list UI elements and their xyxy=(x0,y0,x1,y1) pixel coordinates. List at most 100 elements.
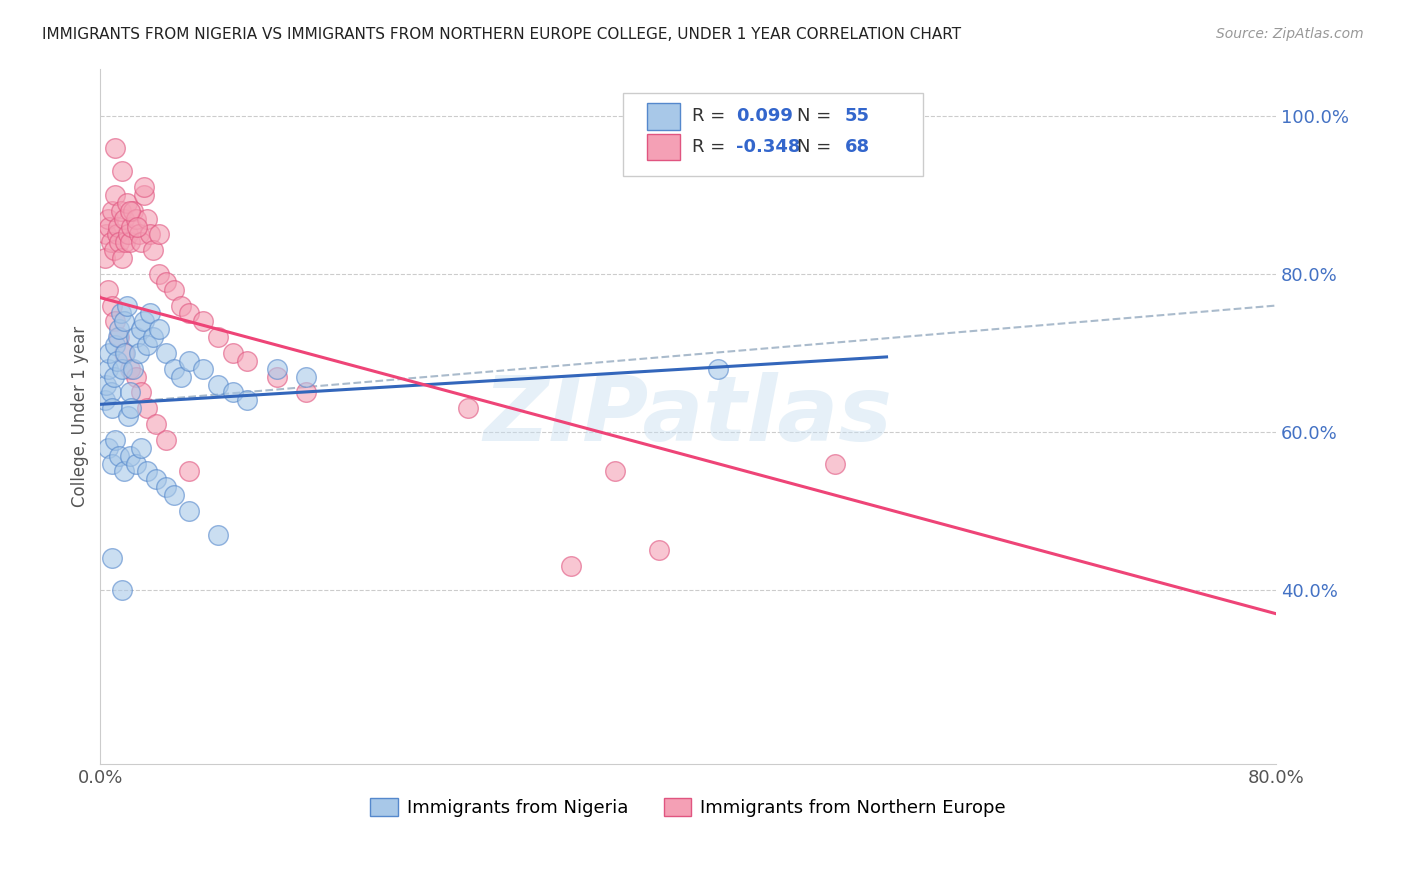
Point xyxy=(145,472,167,486)
Point xyxy=(207,377,229,392)
Point xyxy=(560,559,582,574)
Text: R =: R = xyxy=(692,138,731,156)
Point xyxy=(136,465,159,479)
Point xyxy=(108,330,131,344)
Point xyxy=(163,361,186,376)
Point xyxy=(706,361,728,376)
Text: IMMIGRANTS FROM NIGERIA VS IMMIGRANTS FROM NORTHERN EUROPE COLLEGE, UNDER 1 YEAR: IMMIGRANTS FROM NIGERIA VS IMMIGRANTS FR… xyxy=(42,27,962,42)
Point xyxy=(457,401,479,416)
Point xyxy=(94,251,117,265)
Point xyxy=(163,283,186,297)
Point xyxy=(101,457,124,471)
Point xyxy=(114,346,136,360)
Point xyxy=(295,385,318,400)
Point xyxy=(117,409,139,424)
Point xyxy=(111,251,134,265)
Text: 55: 55 xyxy=(845,108,869,126)
Point xyxy=(221,385,243,400)
Point xyxy=(118,449,141,463)
Point xyxy=(145,417,167,431)
Point xyxy=(104,188,127,202)
Point xyxy=(131,322,153,336)
Point xyxy=(118,203,141,218)
Point xyxy=(139,227,162,242)
Point xyxy=(207,330,229,344)
Point xyxy=(97,361,120,376)
Point xyxy=(155,433,177,447)
Point xyxy=(177,306,200,320)
Point xyxy=(221,346,243,360)
Point xyxy=(155,480,177,494)
Point xyxy=(163,488,186,502)
Point xyxy=(108,449,131,463)
Point xyxy=(104,338,127,352)
Text: -0.348: -0.348 xyxy=(737,138,801,156)
Point xyxy=(142,330,165,344)
Point xyxy=(128,227,150,242)
Text: R =: R = xyxy=(692,108,731,126)
Point xyxy=(121,361,143,376)
Point xyxy=(94,393,117,408)
Point xyxy=(112,211,135,226)
Point xyxy=(101,203,124,218)
Point xyxy=(112,465,135,479)
Point xyxy=(155,346,177,360)
Point xyxy=(136,338,159,352)
Point xyxy=(107,330,129,344)
Point xyxy=(177,504,200,518)
Point xyxy=(124,211,146,226)
Point xyxy=(108,322,131,336)
Text: ZIPatlas: ZIPatlas xyxy=(484,372,893,460)
Point xyxy=(155,275,177,289)
Point xyxy=(124,457,146,471)
Point xyxy=(118,235,141,250)
Point xyxy=(236,354,259,368)
Point xyxy=(120,219,142,234)
Point xyxy=(266,369,288,384)
Point xyxy=(148,322,170,336)
Point xyxy=(134,314,156,328)
Point xyxy=(117,227,139,242)
Point xyxy=(115,299,138,313)
Point xyxy=(824,457,846,471)
Point xyxy=(648,543,671,558)
Point xyxy=(124,330,146,344)
Point xyxy=(148,227,170,242)
Legend: Immigrants from Nigeria, Immigrants from Northern Europe: Immigrants from Nigeria, Immigrants from… xyxy=(363,790,1014,824)
Point xyxy=(108,235,131,250)
Point xyxy=(193,361,215,376)
Point xyxy=(177,354,200,368)
Point xyxy=(112,346,135,360)
Point xyxy=(131,385,153,400)
Point xyxy=(170,299,193,313)
Point xyxy=(96,227,118,242)
Point xyxy=(134,180,156,194)
Point xyxy=(266,361,288,376)
Point xyxy=(101,299,124,313)
Point xyxy=(136,211,159,226)
Point xyxy=(97,283,120,297)
Point xyxy=(104,140,127,154)
Bar xyxy=(647,103,681,129)
Point xyxy=(142,244,165,258)
Point xyxy=(97,211,120,226)
Y-axis label: College, Under 1 year: College, Under 1 year xyxy=(72,326,89,507)
Point xyxy=(110,203,132,218)
Point xyxy=(110,306,132,320)
Text: 68: 68 xyxy=(845,138,870,156)
Point xyxy=(104,314,127,328)
FancyBboxPatch shape xyxy=(623,93,924,177)
Point xyxy=(603,465,626,479)
Point xyxy=(131,235,153,250)
Point xyxy=(101,551,124,566)
Point xyxy=(127,219,149,234)
Point xyxy=(115,195,138,210)
Point xyxy=(193,314,215,328)
Point xyxy=(128,346,150,360)
Point xyxy=(97,441,120,455)
Point xyxy=(96,377,118,392)
Point xyxy=(98,346,121,360)
Bar xyxy=(647,134,681,161)
Point xyxy=(118,385,141,400)
Text: 0.099: 0.099 xyxy=(737,108,793,126)
